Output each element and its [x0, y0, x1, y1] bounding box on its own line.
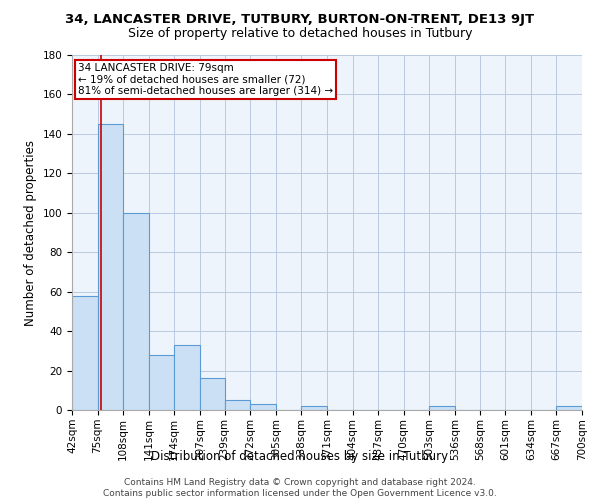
Bar: [430, 406, 455, 410]
Y-axis label: Number of detached properties: Number of detached properties: [24, 140, 37, 326]
Text: Size of property relative to detached houses in Tutbury: Size of property relative to detached ho…: [128, 28, 472, 40]
Text: 34, LANCASTER DRIVE, TUTBURY, BURTON-ON-TRENT, DE13 9JT: 34, LANCASTER DRIVE, TUTBURY, BURTON-ON-…: [65, 12, 535, 26]
Bar: [98, 124, 123, 410]
Text: Distribution of detached houses by size in Tutbury: Distribution of detached houses by size …: [151, 450, 449, 463]
Text: 34 LANCASTER DRIVE: 79sqm
← 19% of detached houses are smaller (72)
81% of semi-: 34 LANCASTER DRIVE: 79sqm ← 19% of detac…: [78, 63, 334, 96]
Bar: [72, 296, 98, 410]
Bar: [250, 404, 276, 410]
Bar: [224, 400, 250, 410]
Bar: [200, 378, 226, 410]
Bar: [301, 406, 327, 410]
Text: Contains HM Land Registry data © Crown copyright and database right 2024.
Contai: Contains HM Land Registry data © Crown c…: [103, 478, 497, 498]
Bar: [149, 355, 175, 410]
Bar: [556, 406, 582, 410]
Bar: [175, 345, 200, 410]
Bar: [123, 213, 149, 410]
